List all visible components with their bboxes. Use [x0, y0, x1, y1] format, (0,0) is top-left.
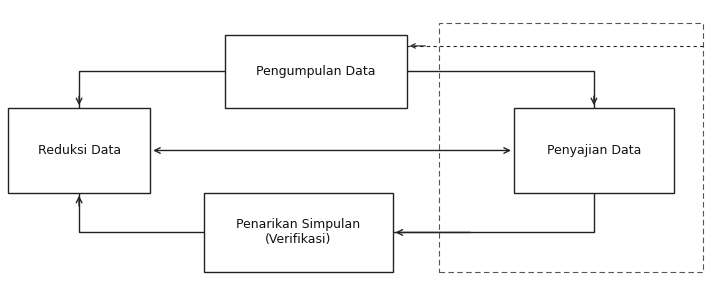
FancyBboxPatch shape — [8, 108, 151, 193]
Text: Penarikan Simpulan
(Verifikasi): Penarikan Simpulan (Verifikasi) — [236, 218, 361, 247]
Text: Pengumpulan Data: Pengumpulan Data — [256, 65, 376, 78]
FancyBboxPatch shape — [514, 108, 674, 193]
Text: Penyajian Data: Penyajian Data — [547, 144, 641, 157]
Text: Reduksi Data: Reduksi Data — [38, 144, 121, 157]
FancyBboxPatch shape — [203, 193, 393, 272]
FancyBboxPatch shape — [225, 35, 407, 108]
